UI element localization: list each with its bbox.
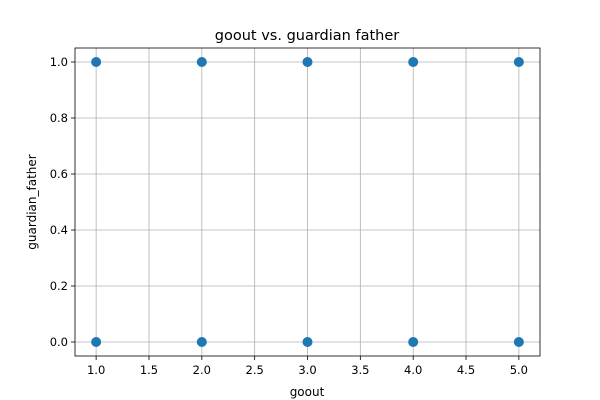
data-point [408, 57, 419, 67]
data-point [91, 57, 102, 67]
x-tick-label: 4.5 [457, 363, 475, 377]
data-points [91, 57, 524, 347]
x-tick-label: 2.5 [246, 363, 264, 377]
data-point [408, 337, 419, 347]
data-point [513, 57, 524, 67]
x-axis-ticks: 1.0 1.5 2.0 2.5 3.0 3.5 4.0 4.5 5.0 [87, 356, 528, 377]
data-point [302, 57, 313, 67]
x-tick-label: 2.0 [193, 363, 211, 377]
y-axis-ticks: 0.0 0.2 0.4 0.6 0.8 1.0 [50, 55, 75, 349]
y-tick-label: 0.6 [50, 167, 68, 181]
x-tick-label: 1.0 [87, 363, 105, 377]
y-tick-label: 0.2 [50, 279, 68, 293]
chart-title: goout vs. guardian father [215, 28, 399, 44]
x-tick-label: 3.0 [298, 363, 316, 377]
y-tick-label: 0.8 [50, 111, 68, 125]
data-point [302, 337, 313, 347]
x-tick-label: 4.0 [404, 363, 422, 377]
data-point [513, 337, 524, 347]
y-tick-label: 0.4 [50, 223, 68, 237]
data-point [91, 337, 102, 347]
data-point [196, 337, 207, 347]
y-axis-label: guardian_father [25, 154, 39, 249]
x-tick-label: 1.5 [140, 363, 158, 377]
x-tick-label: 5.0 [510, 363, 528, 377]
grid [75, 48, 540, 356]
x-axis-label: goout [290, 385, 325, 399]
y-tick-label: 0.0 [50, 335, 68, 349]
y-tick-label: 1.0 [50, 55, 68, 69]
data-point [196, 57, 207, 67]
x-tick-label: 3.5 [351, 363, 369, 377]
